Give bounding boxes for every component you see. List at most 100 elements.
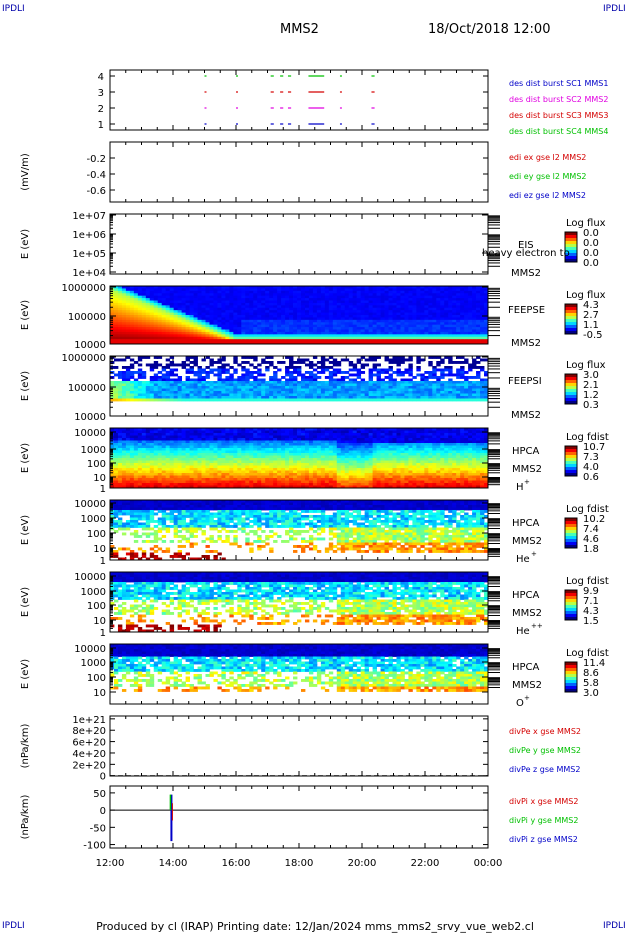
spectrogram-cell [332,300,338,304]
spectrogram-cell [153,293,159,297]
spectrogram-cell [380,334,385,338]
spectrogram-cell [285,396,290,399]
spectrogram-cell [205,428,210,431]
spectrogram-cell [432,393,437,397]
spectrogram-cell [476,327,481,330]
spectrogram-cell [269,312,274,316]
spectrogram-cell [209,302,214,306]
spectrogram-cell [285,322,290,326]
spectrogram-cell [245,324,250,328]
spectrogram-cell [440,300,445,304]
spectrogram-cell [364,300,370,304]
spectrogram-cell [336,312,342,316]
spectrogram-cell [368,388,374,392]
spectrogram-cell [189,307,194,311]
spectrogram-cell [404,322,409,326]
spectrogram-cell [344,358,350,362]
spectrogram-cell [173,483,179,486]
spectrogram-cell [241,329,246,333]
spectrogram-cell [297,317,302,321]
spectrogram-cell [197,465,202,469]
spectrogram-cell [297,381,302,384]
spectrogram-cell [285,305,290,309]
spectrogram-cell [181,310,186,313]
spectrogram-cell [297,366,302,369]
spectrogram-cell [193,396,198,399]
spectrogram-cell [201,386,206,389]
spectrogram-cell [440,331,445,335]
spectrogram-cell [420,310,425,313]
spectrogram-cell [464,286,469,289]
spectrogram-cell [233,438,238,441]
spectrogram-cell [257,310,262,313]
spectrogram-cell [189,393,194,397]
spectrogram-cell [257,383,262,387]
spectrogram-cell [304,371,310,374]
spectrogram-cell [304,317,310,321]
spectrogram-cell [137,381,143,384]
spectrogram-cell [157,478,163,481]
spectrogram-cell [404,396,409,399]
spectrogram-cell [448,302,453,306]
spectrogram-cell [360,315,366,318]
spectrogram-cell [197,485,202,489]
spectrogram-cell [344,286,350,289]
spectrogram-cell [129,398,135,402]
spectrogram-cell [113,339,119,342]
spectrogram-cell [209,388,214,392]
spectrogram-cell [249,450,254,454]
spectrogram-cell [249,428,254,431]
spectrogram-cell [372,393,377,397]
spectrogram-cell [245,376,250,379]
spectrogram-cell [209,460,214,464]
spectrogram-cell [249,305,254,309]
spectrogram-cell [320,363,326,367]
spectrogram-cell [273,324,278,328]
spectrogram-cell [332,383,338,387]
spectrogram-cell [149,473,155,476]
spectrogram-cell [245,315,250,318]
spectrogram-cell [336,300,342,304]
spectrogram-cell [344,336,350,340]
spectrogram-cell [121,302,127,306]
spectrogram-cell [308,388,314,392]
spectrogram-cell [396,317,401,321]
spectrogram-cell [440,339,445,342]
spectrogram-cell [289,300,294,304]
spectrogram-cell [480,298,485,301]
spectrogram-cell [352,302,358,306]
spectrogram-cell [229,378,234,382]
spectrogram-cell [273,322,278,326]
spectrogram-cell [312,295,318,299]
colorbar-tick-label: 2.1 [583,380,599,391]
spectrogram-cell [197,460,202,464]
spectrogram-cell [253,341,258,345]
spectrogram-cell [440,327,445,330]
spectrogram-cell [209,341,214,345]
spectrogram-cell [468,363,473,367]
spectrogram-cell [304,388,310,392]
spectrogram-cell [241,334,246,338]
spectrogram-cell [121,396,127,399]
spectrogram-cell [456,324,461,328]
spectrogram-cell [452,286,457,289]
spectrogram-cell [237,448,242,451]
spectrogram-cell [193,286,198,289]
spectrogram-cell [141,293,147,297]
spectrogram-cell [444,305,449,309]
spectrogram-cell [153,307,159,311]
spectrogram-cell [165,386,171,389]
spectrogram-cell [181,435,186,439]
spectrogram-cell [484,305,489,309]
spectrogram-cell [265,312,270,316]
spectrogram-cell [273,334,278,338]
spectrogram-cell [328,324,334,328]
spectrogram-cell [237,430,242,434]
spectrogram-cell [197,295,202,299]
spectrogram-cell [213,324,218,328]
spectrogram-cell [293,383,298,387]
spectrogram-cell [201,448,206,451]
spectrogram-cell [336,339,342,342]
spectrogram-cell [141,300,147,304]
spectrogram-cell [201,463,206,466]
